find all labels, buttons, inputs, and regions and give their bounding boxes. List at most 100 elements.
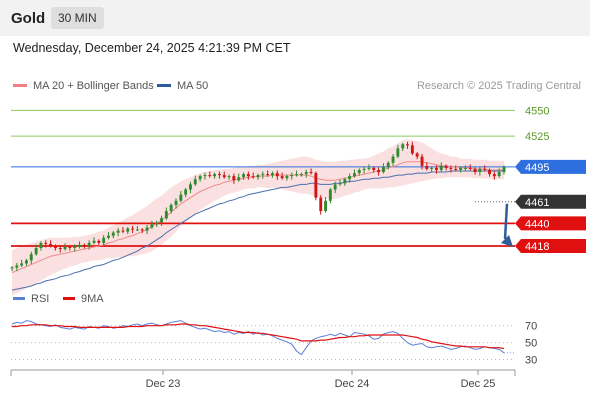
candle-body — [164, 211, 168, 219]
candle-body — [203, 175, 207, 177]
candle-body — [193, 179, 197, 185]
instrument-title: Gold — [11, 10, 46, 27]
candle-body — [121, 230, 125, 232]
bollinger-band — [12, 139, 504, 296]
research-credit: Research © 2025 Trading Central — [416, 80, 581, 92]
candle-body — [237, 177, 241, 181]
candle-body — [295, 174, 298, 176]
candle-body — [160, 218, 163, 223]
timeframe-badge[interactable]: 30 MIN — [51, 7, 104, 29]
candle-body — [309, 172, 313, 173]
legend-ma20-label: MA 20 + Bollinger Bands — [33, 80, 154, 92]
projection-arrow-shaft — [503, 203, 509, 240]
candle-body — [439, 165, 443, 170]
candles — [10, 141, 506, 272]
candle-body — [401, 144, 405, 149]
candle-body — [377, 170, 380, 173]
candle-body — [275, 173, 279, 177]
candle-body — [285, 176, 289, 179]
level-tag-4461 — [515, 194, 586, 209]
candle-body — [232, 176, 236, 181]
candle-body — [49, 243, 52, 246]
candle-body — [246, 174, 250, 177]
candle-body — [304, 172, 308, 175]
candle-body — [78, 244, 81, 247]
candle-body — [502, 166, 506, 172]
candle-body — [58, 248, 62, 249]
ma50-line — [11, 170, 504, 291]
candle-body — [488, 170, 491, 175]
projection-arrow-head — [501, 234, 513, 247]
candle-body — [131, 228, 134, 230]
legend-ma20-swatch — [13, 83, 27, 87]
candle-body — [92, 240, 96, 243]
candle-body — [251, 176, 255, 178]
candle-body — [102, 237, 106, 243]
candle-body — [464, 167, 467, 169]
candle-body — [68, 247, 72, 248]
legend-rsi-ma-label: 9MA — [81, 293, 104, 305]
x-tick-label-2: Dec 25 — [461, 378, 496, 390]
candle-body — [174, 200, 178, 205]
candle-body — [483, 168, 487, 170]
candle-body — [198, 176, 202, 180]
level-label-4440: 4440 — [525, 218, 549, 230]
candle-body — [343, 179, 347, 184]
candle-body — [266, 174, 270, 176]
legend-rsi-ma: 9MA — [63, 293, 104, 305]
candle-body — [353, 173, 356, 177]
level-tag-4418 — [515, 238, 586, 253]
candle-body — [208, 175, 212, 177]
candle-body — [34, 248, 38, 255]
candle-body — [107, 235, 110, 238]
level-label-4461: 4461 — [525, 197, 549, 209]
chart-header: Gold 30 MIN — [0, 0, 590, 36]
legend-rsi-ma-swatch — [63, 296, 75, 300]
level-label-4550: 4550 — [525, 105, 549, 117]
candle-body — [25, 260, 28, 264]
level-label-4495: 4495 — [525, 162, 549, 174]
candle-body — [410, 145, 414, 154]
candle-body — [324, 200, 327, 212]
candle-body — [189, 184, 192, 190]
candle-body — [333, 184, 337, 190]
legend-ma50-label: MA 50 — [177, 80, 209, 92]
candle-body — [468, 167, 472, 169]
candle-body — [145, 227, 149, 231]
legend-rsi-label: RSI — [31, 293, 50, 305]
candle-body — [449, 167, 453, 169]
candle-body — [20, 263, 24, 266]
candle-body — [184, 189, 188, 195]
candle-body — [73, 247, 77, 248]
level-tag-4440 — [515, 216, 586, 231]
candle-body — [280, 176, 284, 179]
legend-ma50: MA 50 — [157, 80, 208, 92]
candle-body — [54, 246, 57, 249]
x-tick-label-0: Dec 23 — [146, 378, 181, 390]
candle-body — [213, 174, 216, 177]
level-tag-4495 — [515, 159, 586, 174]
candle-body — [328, 189, 332, 201]
candle-body — [87, 242, 91, 246]
candle-body — [420, 156, 424, 166]
rsi-tick-30: 30 — [525, 355, 537, 367]
candle-body — [444, 165, 448, 168]
candle-body — [242, 174, 245, 178]
candle-body — [169, 204, 173, 212]
candle-body — [15, 265, 19, 268]
rsi-line — [11, 320, 505, 356]
candle-body — [454, 168, 458, 170]
candle-body — [126, 228, 130, 232]
candle-body — [497, 172, 501, 177]
candle-body — [140, 229, 144, 231]
level-label-4418: 4418 — [525, 241, 549, 253]
candle-body — [10, 267, 14, 269]
rsi-tick-70: 70 — [525, 321, 537, 333]
candle-body — [478, 168, 482, 172]
candle-body — [425, 165, 429, 169]
candle-body — [435, 167, 438, 170]
legend-ma20: MA 20 + Bollinger Bands — [13, 80, 154, 92]
candle-body — [314, 173, 318, 198]
candle-body — [348, 176, 352, 180]
